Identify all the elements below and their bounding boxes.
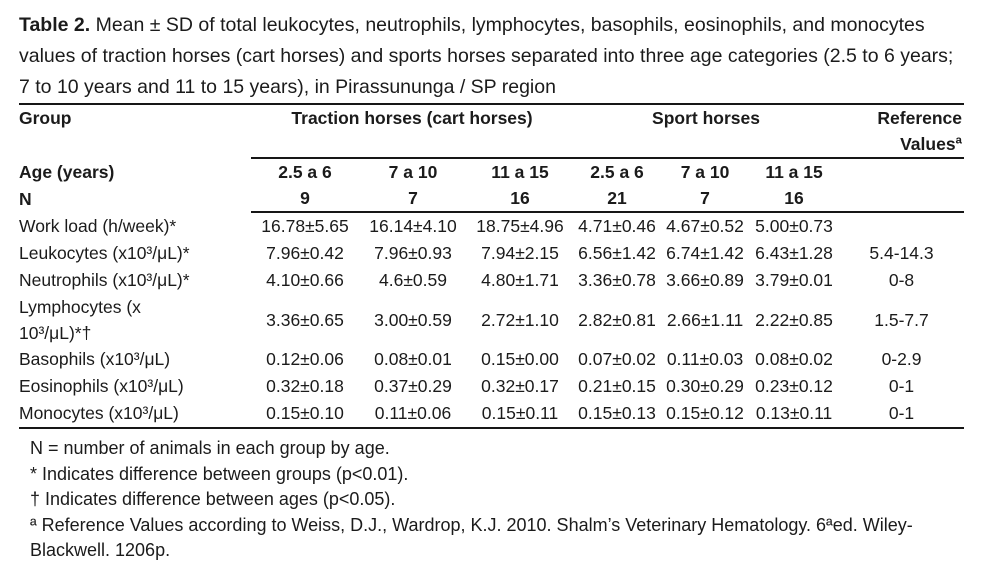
data-cell: 0.30±0.29 <box>666 376 744 396</box>
sport-horses-header: Sport horses <box>573 104 840 159</box>
data-cell: 6.56±1.42 <box>578 243 656 263</box>
footnote-asterisk: * Indicates difference between groups (p… <box>30 463 409 484</box>
table-row-leukocytes: Leukocytes (x10³/μL)* 7.96±0.42 7.96±0.9… <box>19 240 964 267</box>
n-value: 16 <box>467 185 574 213</box>
data-cell: 4.71±0.46 <box>578 216 656 236</box>
data-cell: 0.32±0.17 <box>481 376 559 396</box>
table-caption-label: Table 2. <box>19 14 91 36</box>
data-cell: 3.36±0.65 <box>266 309 344 330</box>
data-cell: 0.15±0.11 <box>467 400 574 429</box>
data-cell: 3.36±0.78 <box>578 270 656 290</box>
reference-cell <box>839 212 964 240</box>
age-header-row: Age (years) 2.5 a 6 7 a 10 11 a 15 2.5 a… <box>19 158 964 185</box>
row-label: Basophils (x10³/μL) <box>19 349 171 369</box>
n-value: 7 <box>359 185 467 213</box>
group-column-header: Group <box>19 108 72 128</box>
data-cell: 16.14±4.10 <box>369 216 457 236</box>
footnote-n-definition: N = number of animals in each group by a… <box>30 438 390 458</box>
reference-cell: 0-8 <box>888 270 915 290</box>
data-cell: 18.75±4.96 <box>476 216 564 236</box>
age-row-label: Age (years) <box>19 161 115 182</box>
data-cell: 0.15±0.00 <box>481 349 559 369</box>
data-cell: 0.21±0.15 <box>578 376 656 396</box>
data-cell: 7.96±0.42 <box>266 243 344 263</box>
data-cell: 0.08±0.01 <box>374 349 452 369</box>
data-cell: 0.13±0.11 <box>749 400 840 429</box>
reference-cell: 5.4-14.3 <box>869 243 934 263</box>
row-label: Monocytes (x10³/μL) <box>19 400 251 429</box>
data-cell: 7.96±0.93 <box>374 243 452 263</box>
n-value: 7 <box>661 185 750 213</box>
table-row-basophils: Basophils (x10³/μL) 0.12±0.06 0.08±0.01 … <box>19 346 964 373</box>
data-cell: 6.43±1.28 <box>755 243 833 263</box>
table-row-neutrophils: Neutrophils (x10³/μL)* 4.10±0.66 4.6±0.5… <box>19 267 964 294</box>
n-row-label: N <box>19 188 32 209</box>
data-cell: 16.78±5.65 <box>261 216 349 236</box>
footnote-reference-source: ª Reference Values according to Weiss, D… <box>30 514 913 561</box>
data-cell: 2.22±0.85 <box>755 309 833 330</box>
row-label: Leukocytes (x10³/μL)* <box>19 243 190 263</box>
age-range: 7 a 10 <box>388 162 438 182</box>
table-row-workload: Work load (h/week)* 16.78±5.65 16.14±4.1… <box>19 212 964 240</box>
data-cell: 2.72±1.10 <box>481 309 559 330</box>
table-row-eosinophils: Eosinophils (x10³/μL) 0.32±0.18 0.37±0.2… <box>19 373 964 400</box>
row-label: Eosinophils (x10³/μL) <box>19 376 184 396</box>
reference-values-header: Reference Valuesª <box>839 104 965 159</box>
data-cell: 0.11±0.06 <box>359 400 467 429</box>
row-label: Work load (h/week)* <box>19 215 177 236</box>
empty-cell <box>839 158 964 185</box>
data-cell: 2.82±0.81 <box>578 309 656 330</box>
data-cell: 4.67±0.52 <box>666 216 744 236</box>
data-cell: 5.00±0.73 <box>755 216 833 236</box>
traction-horses-header: Traction horses (cart horses) <box>251 104 574 159</box>
data-cell: 4.6±0.59 <box>379 270 447 290</box>
n-header-row: N 9 7 16 21 7 16 <box>19 185 965 213</box>
age-range: 7 a 10 <box>680 162 730 182</box>
table-caption: Table 2. Mean ± SD of total leukocytes, … <box>19 10 960 103</box>
empty-cell <box>839 185 965 213</box>
row-label-text: Lymphocytes (x 10³/μL)*† <box>19 297 141 343</box>
row-label: Neutrophils (x10³/μL)* <box>19 270 190 290</box>
data-cell: 3.66±0.89 <box>666 270 744 290</box>
table-row-lymphocytes: Lymphocytes (x 10³/μL)*† 3.36±0.65 3.00±… <box>19 294 964 346</box>
age-range: 11 a 15 <box>765 162 823 182</box>
data-cell: 0.23±0.12 <box>755 376 833 396</box>
data-cell: 3.00±0.59 <box>374 309 452 330</box>
reference-cell: 0-1 <box>888 376 915 396</box>
data-cell: 2.66±1.11 <box>666 309 744 330</box>
reference-cell: 0-2.9 <box>881 349 922 369</box>
data-cell: 4.10±0.66 <box>266 270 344 290</box>
data-cell: 0.15±0.10 <box>251 400 359 429</box>
n-value: 16 <box>749 185 840 213</box>
group-header-row: Group Traction horses (cart horses) Spor… <box>19 104 965 159</box>
data-cell: 6.74±1.42 <box>666 243 744 263</box>
data-cell: 0.07±0.02 <box>578 349 656 369</box>
age-range: 2.5 a 6 <box>278 162 332 182</box>
reference-cell: 1.5-7.7 <box>874 309 929 330</box>
data-cell: 0.08±0.02 <box>755 349 833 369</box>
data-cell: 0.11±0.03 <box>666 349 744 369</box>
data-cell: 0.15±0.12 <box>661 400 750 429</box>
data-cell: 3.79±0.01 <box>755 270 833 290</box>
data-cell: 4.80±1.71 <box>481 270 559 290</box>
table-caption-text: Mean ± SD of total leukocytes, neutrophi… <box>19 14 954 98</box>
age-range: 2.5 a 6 <box>590 162 644 182</box>
footnote-dagger: † Indicates difference between ages (p<0… <box>30 489 396 509</box>
data-cell: 7.94±2.15 <box>481 243 559 263</box>
footnotes: N = number of animals in each group by a… <box>30 436 982 561</box>
n-value: 9 <box>251 185 359 213</box>
table-row-monocytes: Monocytes (x10³/μL) 0.15±0.10 0.11±0.06 … <box>19 400 965 429</box>
data-cell: 0.32±0.18 <box>266 376 344 396</box>
row-label: Lymphocytes (x 10³/μL)*† <box>19 294 251 346</box>
reference-cell: 0-1 <box>839 400 965 429</box>
data-table: Group Traction horses (cart horses) Spor… <box>19 103 965 429</box>
data-cell: 0.37±0.29 <box>374 376 452 396</box>
n-value: 21 <box>573 185 662 213</box>
age-range: 11 a 15 <box>491 162 549 182</box>
data-cell: 0.12±0.06 <box>266 349 344 369</box>
data-cell: 0.15±0.13 <box>573 400 662 429</box>
